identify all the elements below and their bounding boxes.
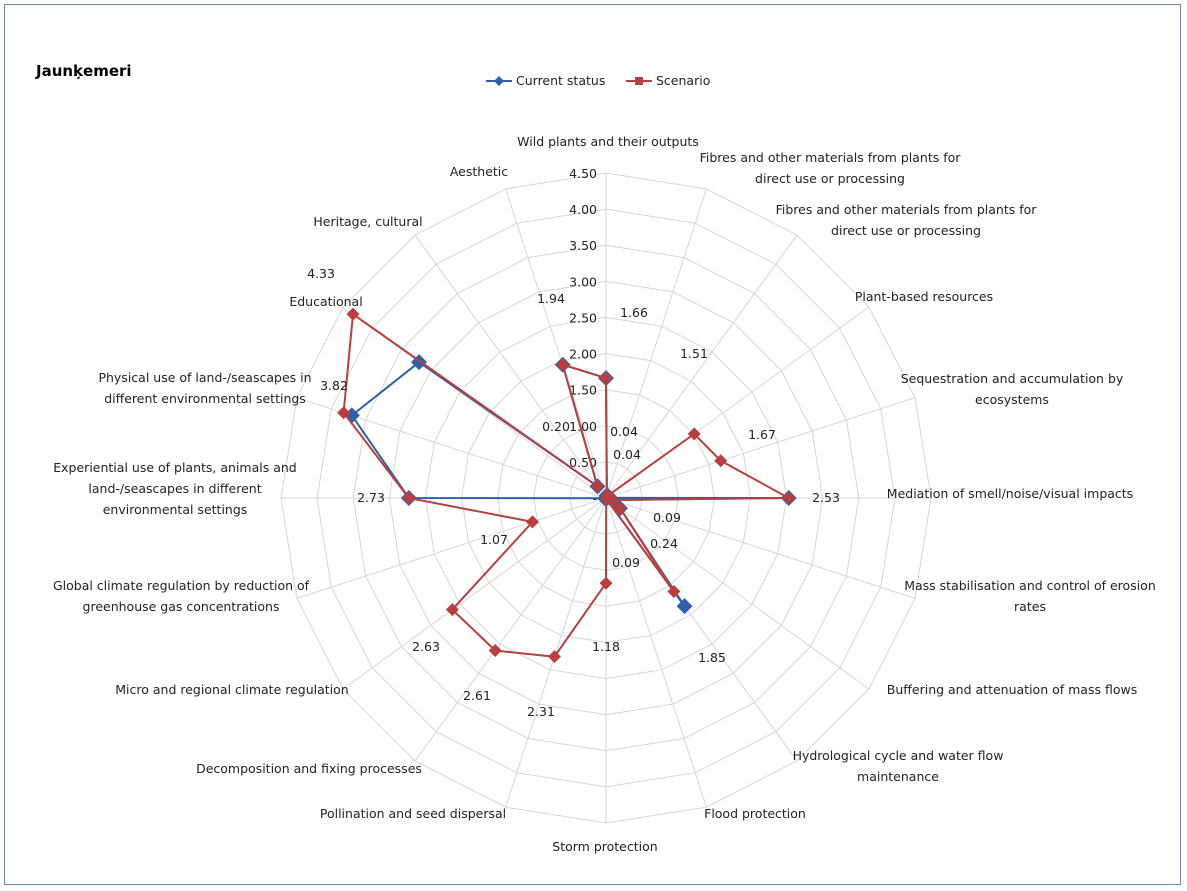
r-tick-label: 1.50 <box>569 383 597 398</box>
chart-title: Jaunķemeri <box>35 62 132 80</box>
spoke-19 <box>505 188 607 499</box>
data-point <box>676 598 693 615</box>
data-label: 1.85 <box>698 650 726 665</box>
data-label: 1.51 <box>680 346 708 361</box>
legend-item-current-status: Current status <box>486 73 605 88</box>
data-point <box>526 515 540 529</box>
data-point <box>488 643 502 657</box>
legend-marker-current-status <box>494 76 504 86</box>
chart-frame <box>4 4 1181 885</box>
spoke-13 <box>342 497 607 690</box>
legend: Current status Scenario <box>486 73 710 88</box>
spoke-4 <box>605 397 916 499</box>
data-point <box>687 427 701 441</box>
category-label: Micro and regional climate regulation <box>115 682 348 697</box>
series-scenario <box>337 307 796 664</box>
r-tick-label: 4.50 <box>569 166 597 181</box>
category-label: Heritage, cultural <box>313 214 422 229</box>
radial-tick-labels: -0.501.001.502.002.503.003.504.004.50 <box>569 166 597 506</box>
data-label: 3.82 <box>320 378 348 393</box>
r-tick-label: 2.00 <box>569 347 597 362</box>
spoke-7 <box>605 497 870 690</box>
category-label: Fibres and other materials from plants f… <box>776 202 1038 238</box>
category-label: Mediation of smell/noise/visual impacts <box>887 486 1133 501</box>
spoke-14 <box>296 497 607 599</box>
legend-label-current-status: Current status <box>516 73 605 88</box>
category-label: Mass stabilisation and control of erosio… <box>904 578 1156 614</box>
data-point <box>782 491 796 505</box>
data-label: 0.09 <box>653 510 681 525</box>
data-point <box>547 650 561 664</box>
spoke-6 <box>605 497 916 599</box>
data-label: 2.61 <box>463 688 491 703</box>
category-label: Sequestration and accumulation by ecosyst… <box>901 371 1124 407</box>
category-label: Global climate regulation by reduction o… <box>53 578 310 614</box>
data-point <box>402 491 416 505</box>
data-labels: 1.66 0.04 1.51 0.04 1.67 2.53 0.09 0.24 1.85 0.09… <box>307 266 840 719</box>
data-label: 1.94 <box>537 291 565 306</box>
legend-item-scenario: Scenario <box>626 73 710 88</box>
data-label: 2.73 <box>357 490 385 505</box>
data-label: 1.67 <box>748 427 776 442</box>
r-tick-label: 4.00 <box>569 202 597 217</box>
category-label: Wild plants and their outputs <box>517 134 699 149</box>
category-label: Buffering and attenuation of mass flows <box>887 682 1137 697</box>
data-point <box>599 576 613 590</box>
data-point <box>599 492 613 506</box>
data-label: 4.33 <box>307 266 335 281</box>
data-label: 2.31 <box>527 704 555 719</box>
data-point <box>556 358 570 372</box>
series-layer <box>337 307 797 664</box>
r-tick-label: 3.50 <box>569 238 597 253</box>
data-label: 2.63 <box>412 639 440 654</box>
data-label: 0.20 <box>542 419 570 434</box>
r-tick-label: 2.50 <box>569 310 597 325</box>
spoke-18 <box>414 234 607 499</box>
category-label: Fibres and other materials from plants f… <box>700 150 962 186</box>
data-label: 0.09 <box>612 555 640 570</box>
legend-marker-scenario <box>635 77 643 85</box>
data-point <box>445 603 459 617</box>
data-label: 2.53 <box>812 490 840 505</box>
data-point <box>714 454 728 468</box>
legend-label-scenario: Scenario <box>656 73 710 88</box>
spoke-1 <box>605 188 707 499</box>
category-label: Physical use of land-/seascapes in differ… <box>98 370 311 406</box>
data-point <box>613 501 627 515</box>
data-label: 0.24 <box>650 536 678 551</box>
category-label: Aesthetic <box>450 164 508 179</box>
category-label: Decomposition and fixing processes <box>196 761 422 776</box>
series-line <box>350 361 790 608</box>
spoke-9 <box>605 497 707 808</box>
category-label: Pollination and seed dispersal <box>320 806 506 821</box>
spoke-2 <box>605 234 798 499</box>
category-label: Plant-based resources <box>855 289 993 304</box>
category-label: Educational <box>289 294 362 309</box>
category-label: Hydrological cycle and water flow mainten… <box>793 748 1004 784</box>
category-label: Storm protection <box>552 839 657 854</box>
data-label: 0.04 <box>613 447 641 462</box>
category-label: Flood protection <box>704 806 806 821</box>
spoke-12 <box>414 497 607 762</box>
data-label: 0.04 <box>610 424 638 439</box>
data-label: 1.18 <box>592 639 620 654</box>
data-label: 1.07 <box>480 532 508 547</box>
data-point <box>667 584 681 598</box>
r-tick-label: 3.00 <box>569 274 597 289</box>
data-point <box>591 479 605 493</box>
category-label: Experiential use of plants, animals and l… <box>53 460 296 517</box>
r-tick-label: 1.00 <box>569 419 597 434</box>
data-point <box>346 307 360 321</box>
data-point <box>599 371 613 385</box>
data-label: 1.66 <box>620 305 648 320</box>
data-point <box>337 406 351 420</box>
